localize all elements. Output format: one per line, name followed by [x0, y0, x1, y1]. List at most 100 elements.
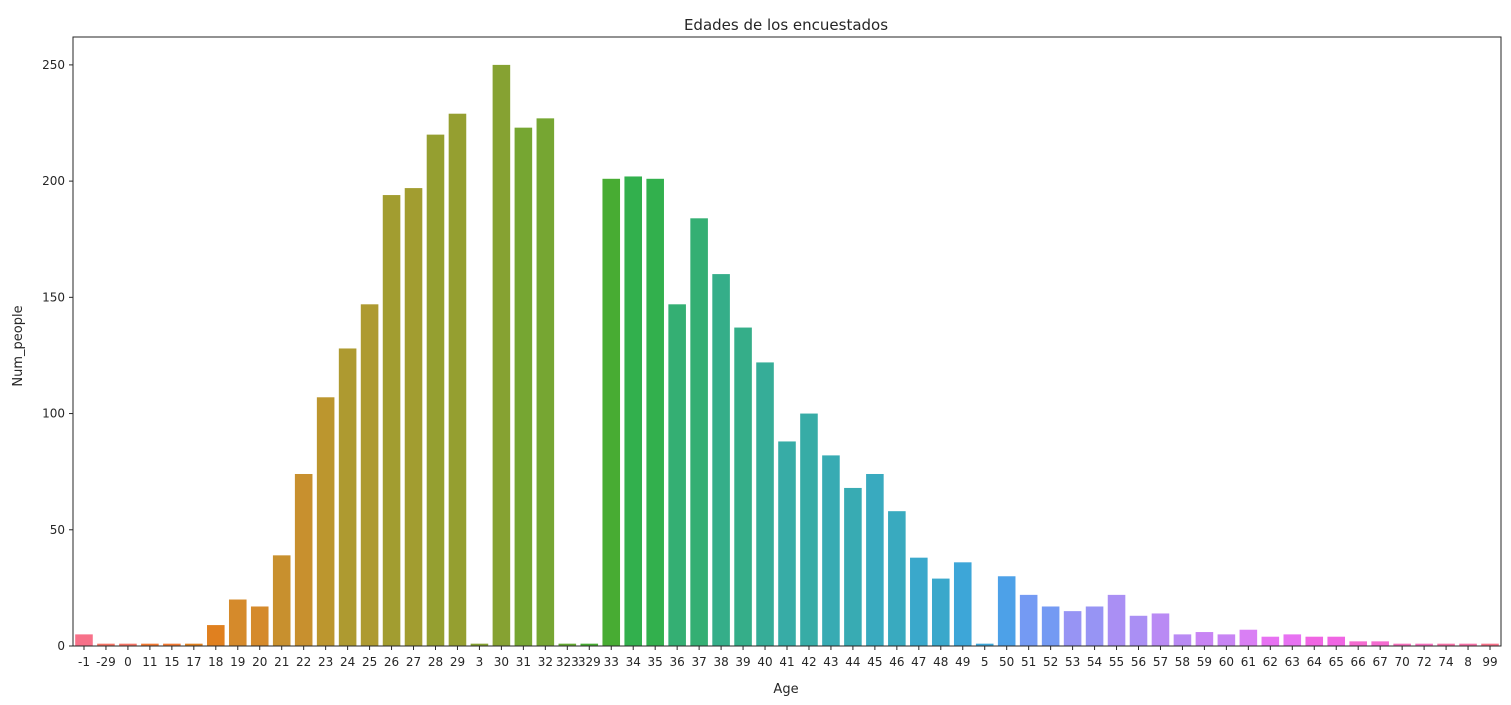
x-tick-label: 0: [124, 655, 132, 669]
y-tick-label: 0: [57, 639, 65, 653]
x-tick-label: 53: [1065, 655, 1080, 669]
x-tick-label: 70: [1394, 655, 1409, 669]
bar-8: [1459, 643, 1477, 646]
bar-45: [866, 473, 884, 646]
bar-329: [580, 643, 599, 646]
x-tick-label: 28: [428, 655, 443, 669]
bar-15: [163, 643, 181, 646]
bar-44: [844, 487, 862, 646]
bar-17: [185, 643, 203, 646]
x-tick-label: 74: [1438, 655, 1453, 669]
y-tick-label: 100: [42, 407, 65, 421]
bar-32: [536, 118, 555, 646]
bar-26: [382, 195, 401, 646]
x-tick-label: 30: [494, 655, 509, 669]
bar-39: [734, 327, 752, 646]
x-tick-label: 19: [230, 655, 245, 669]
bar-18: [207, 625, 225, 646]
x-tick-label: 55: [1109, 655, 1124, 669]
bar-20: [250, 606, 269, 646]
bar-28: [426, 134, 445, 646]
bar-52: [1041, 606, 1060, 646]
plot-frame: [72, 36, 1502, 647]
bar-72: [1415, 643, 1433, 646]
bar-30: [492, 64, 511, 646]
bar-58: [1173, 634, 1192, 646]
bar-3: [470, 643, 489, 646]
x-tick-label: 72: [1416, 655, 1431, 669]
x-tick-label: 40: [757, 655, 772, 669]
bar-40: [756, 362, 774, 646]
x-tick-label: 61: [1241, 655, 1256, 669]
x-tick-label: 50: [999, 655, 1014, 669]
bar-24: [338, 348, 357, 646]
x-tick-label: 20: [252, 655, 267, 669]
bar-49: [953, 562, 972, 646]
bar-37: [690, 218, 708, 646]
x-tick-label: -29: [96, 655, 116, 669]
bar-70: [1393, 643, 1411, 646]
x-tick-label: 99: [1482, 655, 1497, 669]
bar-35: [646, 178, 664, 646]
x-tick-label: 41: [779, 655, 794, 669]
bar-50: [997, 576, 1016, 646]
x-tick-label: 47: [911, 655, 926, 669]
bar-47: [910, 557, 928, 646]
x-axis: -1 -29 0 11 15 17 18 19 20 21 22 23 24 25 26 27 28 29 3 30 3…: [78, 646, 1498, 669]
x-tick-label: 18: [208, 655, 223, 669]
x-tick-label: 36: [670, 655, 685, 669]
bar-27: [404, 188, 423, 647]
x-tick-label: 43: [823, 655, 838, 669]
x-tick-label: 67: [1373, 655, 1388, 669]
x-tick-label: 15: [164, 655, 179, 669]
bar-51: [1019, 594, 1038, 646]
bar-23: [316, 397, 335, 646]
bar-5: [975, 643, 994, 646]
x-tick-label: 64: [1307, 655, 1322, 669]
x-tick-label: 29: [450, 655, 465, 669]
bar-61: [1239, 629, 1258, 646]
bar-25: [360, 304, 379, 646]
x-tick-label: 58: [1175, 655, 1190, 669]
x-tick-label: 33: [604, 655, 619, 669]
bar-46: [888, 511, 906, 646]
x-tick-label: 54: [1087, 655, 1102, 669]
x-tick-label: 34: [626, 655, 641, 669]
bar-41: [778, 441, 796, 646]
y-tick-label: 250: [42, 58, 65, 72]
x-tick-label: 65: [1329, 655, 1344, 669]
x-tick-label: 35: [648, 655, 663, 669]
bar-43: [822, 455, 840, 646]
y-tick-label: 50: [50, 523, 65, 537]
bar-74: [1437, 643, 1455, 646]
x-tick-label: 46: [889, 655, 904, 669]
x-tick-label: 52: [1043, 655, 1058, 669]
x-tick-label: 39: [735, 655, 750, 669]
x-tick-label: 31: [516, 655, 531, 669]
bar-59: [1195, 632, 1214, 646]
bar-31: [514, 127, 533, 647]
bar-29: [448, 113, 467, 646]
bar-67: [1371, 641, 1389, 646]
x-tick-label: 25: [362, 655, 377, 669]
x-tick-label: 66: [1351, 655, 1366, 669]
bar-65: [1327, 636, 1346, 646]
bar-53: [1063, 611, 1082, 646]
x-tick-label: 44: [845, 655, 860, 669]
x-tick-label: 42: [801, 655, 816, 669]
bars-group: [75, 64, 1499, 647]
bar-22: [294, 473, 313, 646]
bar-21: [272, 555, 291, 646]
y-tick-label: 150: [42, 290, 65, 304]
x-tick-label: 11: [142, 655, 157, 669]
x-tick-label: 8: [1464, 655, 1472, 669]
x-tick-label: 32: [538, 655, 553, 669]
y-tick-label: 200: [42, 174, 65, 188]
bar-99: [1481, 643, 1499, 646]
x-axis-title: Age: [773, 682, 798, 697]
x-tick-label: 27: [406, 655, 421, 669]
x-tick-label: 48: [933, 655, 948, 669]
bar-55: [1107, 594, 1126, 646]
x-tick-label: 60: [1219, 655, 1234, 669]
